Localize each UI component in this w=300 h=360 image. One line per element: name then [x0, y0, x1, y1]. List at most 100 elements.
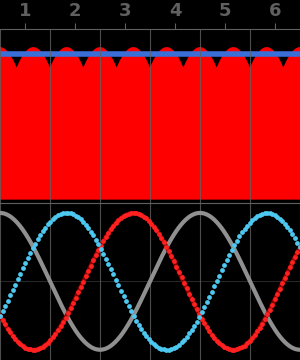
Point [212, 284, 217, 289]
Point [124, 212, 128, 217]
Point [66, 310, 70, 316]
Point [114, 277, 118, 283]
Point [118, 215, 123, 221]
Point [8, 293, 13, 298]
Point [295, 240, 300, 246]
Point [290, 259, 295, 265]
Point [227, 346, 232, 352]
Point [287, 228, 292, 233]
Point [61, 319, 65, 325]
Point [131, 313, 136, 319]
Point [103, 256, 108, 261]
Point [86, 225, 91, 231]
Point [114, 220, 118, 226]
Point [15, 276, 20, 282]
Point [280, 218, 285, 224]
Point [214, 338, 219, 343]
Point [121, 213, 126, 219]
Point [38, 345, 43, 351]
Point [71, 211, 76, 217]
Point [267, 307, 272, 312]
Point [73, 295, 78, 301]
Point [78, 284, 83, 290]
Point [159, 346, 164, 352]
Point [224, 257, 229, 263]
Point [204, 324, 209, 330]
Point [116, 282, 121, 288]
Point [121, 293, 126, 299]
Text: A~: A~ [130, 229, 170, 253]
Point [91, 257, 96, 263]
Point [23, 260, 28, 266]
Point [207, 294, 212, 300]
Point [35, 346, 40, 352]
Point [144, 333, 148, 339]
Point [235, 238, 239, 243]
Point [13, 336, 17, 342]
Point [98, 243, 103, 248]
Point [194, 306, 199, 312]
Point [250, 217, 254, 223]
Point [35, 236, 40, 242]
Point [50, 334, 55, 340]
Point [33, 241, 38, 247]
Point [230, 247, 234, 253]
Point [270, 211, 275, 217]
Point [73, 213, 78, 219]
Point [86, 268, 91, 274]
Point [159, 235, 164, 240]
Point [134, 210, 139, 216]
Point [298, 244, 300, 250]
Point [25, 255, 30, 261]
Point [224, 346, 229, 351]
Point [197, 314, 202, 320]
Point [232, 242, 237, 248]
Point [174, 264, 179, 270]
Point [0, 317, 5, 323]
Point [260, 211, 265, 216]
Point [292, 235, 297, 241]
Point [177, 269, 182, 275]
Point [161, 347, 166, 352]
Point [257, 325, 262, 330]
Point [270, 302, 275, 307]
Point [96, 247, 101, 253]
Point [63, 210, 68, 216]
Point [18, 341, 22, 347]
Point [109, 226, 113, 232]
Point [262, 210, 267, 216]
Point [134, 318, 139, 324]
Point [96, 241, 101, 247]
Point [3, 321, 8, 327]
Point [43, 342, 48, 348]
Point [154, 343, 159, 349]
Point [169, 253, 174, 259]
Point [164, 244, 169, 249]
Point [13, 282, 17, 288]
Point [88, 263, 93, 269]
Point [0, 312, 2, 319]
Point [156, 345, 161, 351]
Point [118, 288, 123, 293]
Point [30, 347, 35, 352]
Point [146, 336, 151, 342]
Point [278, 216, 282, 222]
Point [146, 218, 151, 224]
Point [126, 211, 131, 217]
Point [247, 220, 252, 225]
Point [3, 303, 8, 309]
Point [287, 264, 292, 270]
Point [172, 345, 176, 351]
Point [278, 286, 282, 292]
Point [83, 273, 88, 279]
Point [290, 231, 295, 237]
Point [164, 347, 169, 352]
Point [106, 261, 111, 267]
Point [152, 341, 156, 347]
Point [283, 221, 287, 227]
Point [106, 230, 111, 236]
Point [124, 298, 128, 304]
Point [20, 266, 25, 271]
Point [66, 210, 70, 216]
Point [103, 234, 108, 240]
